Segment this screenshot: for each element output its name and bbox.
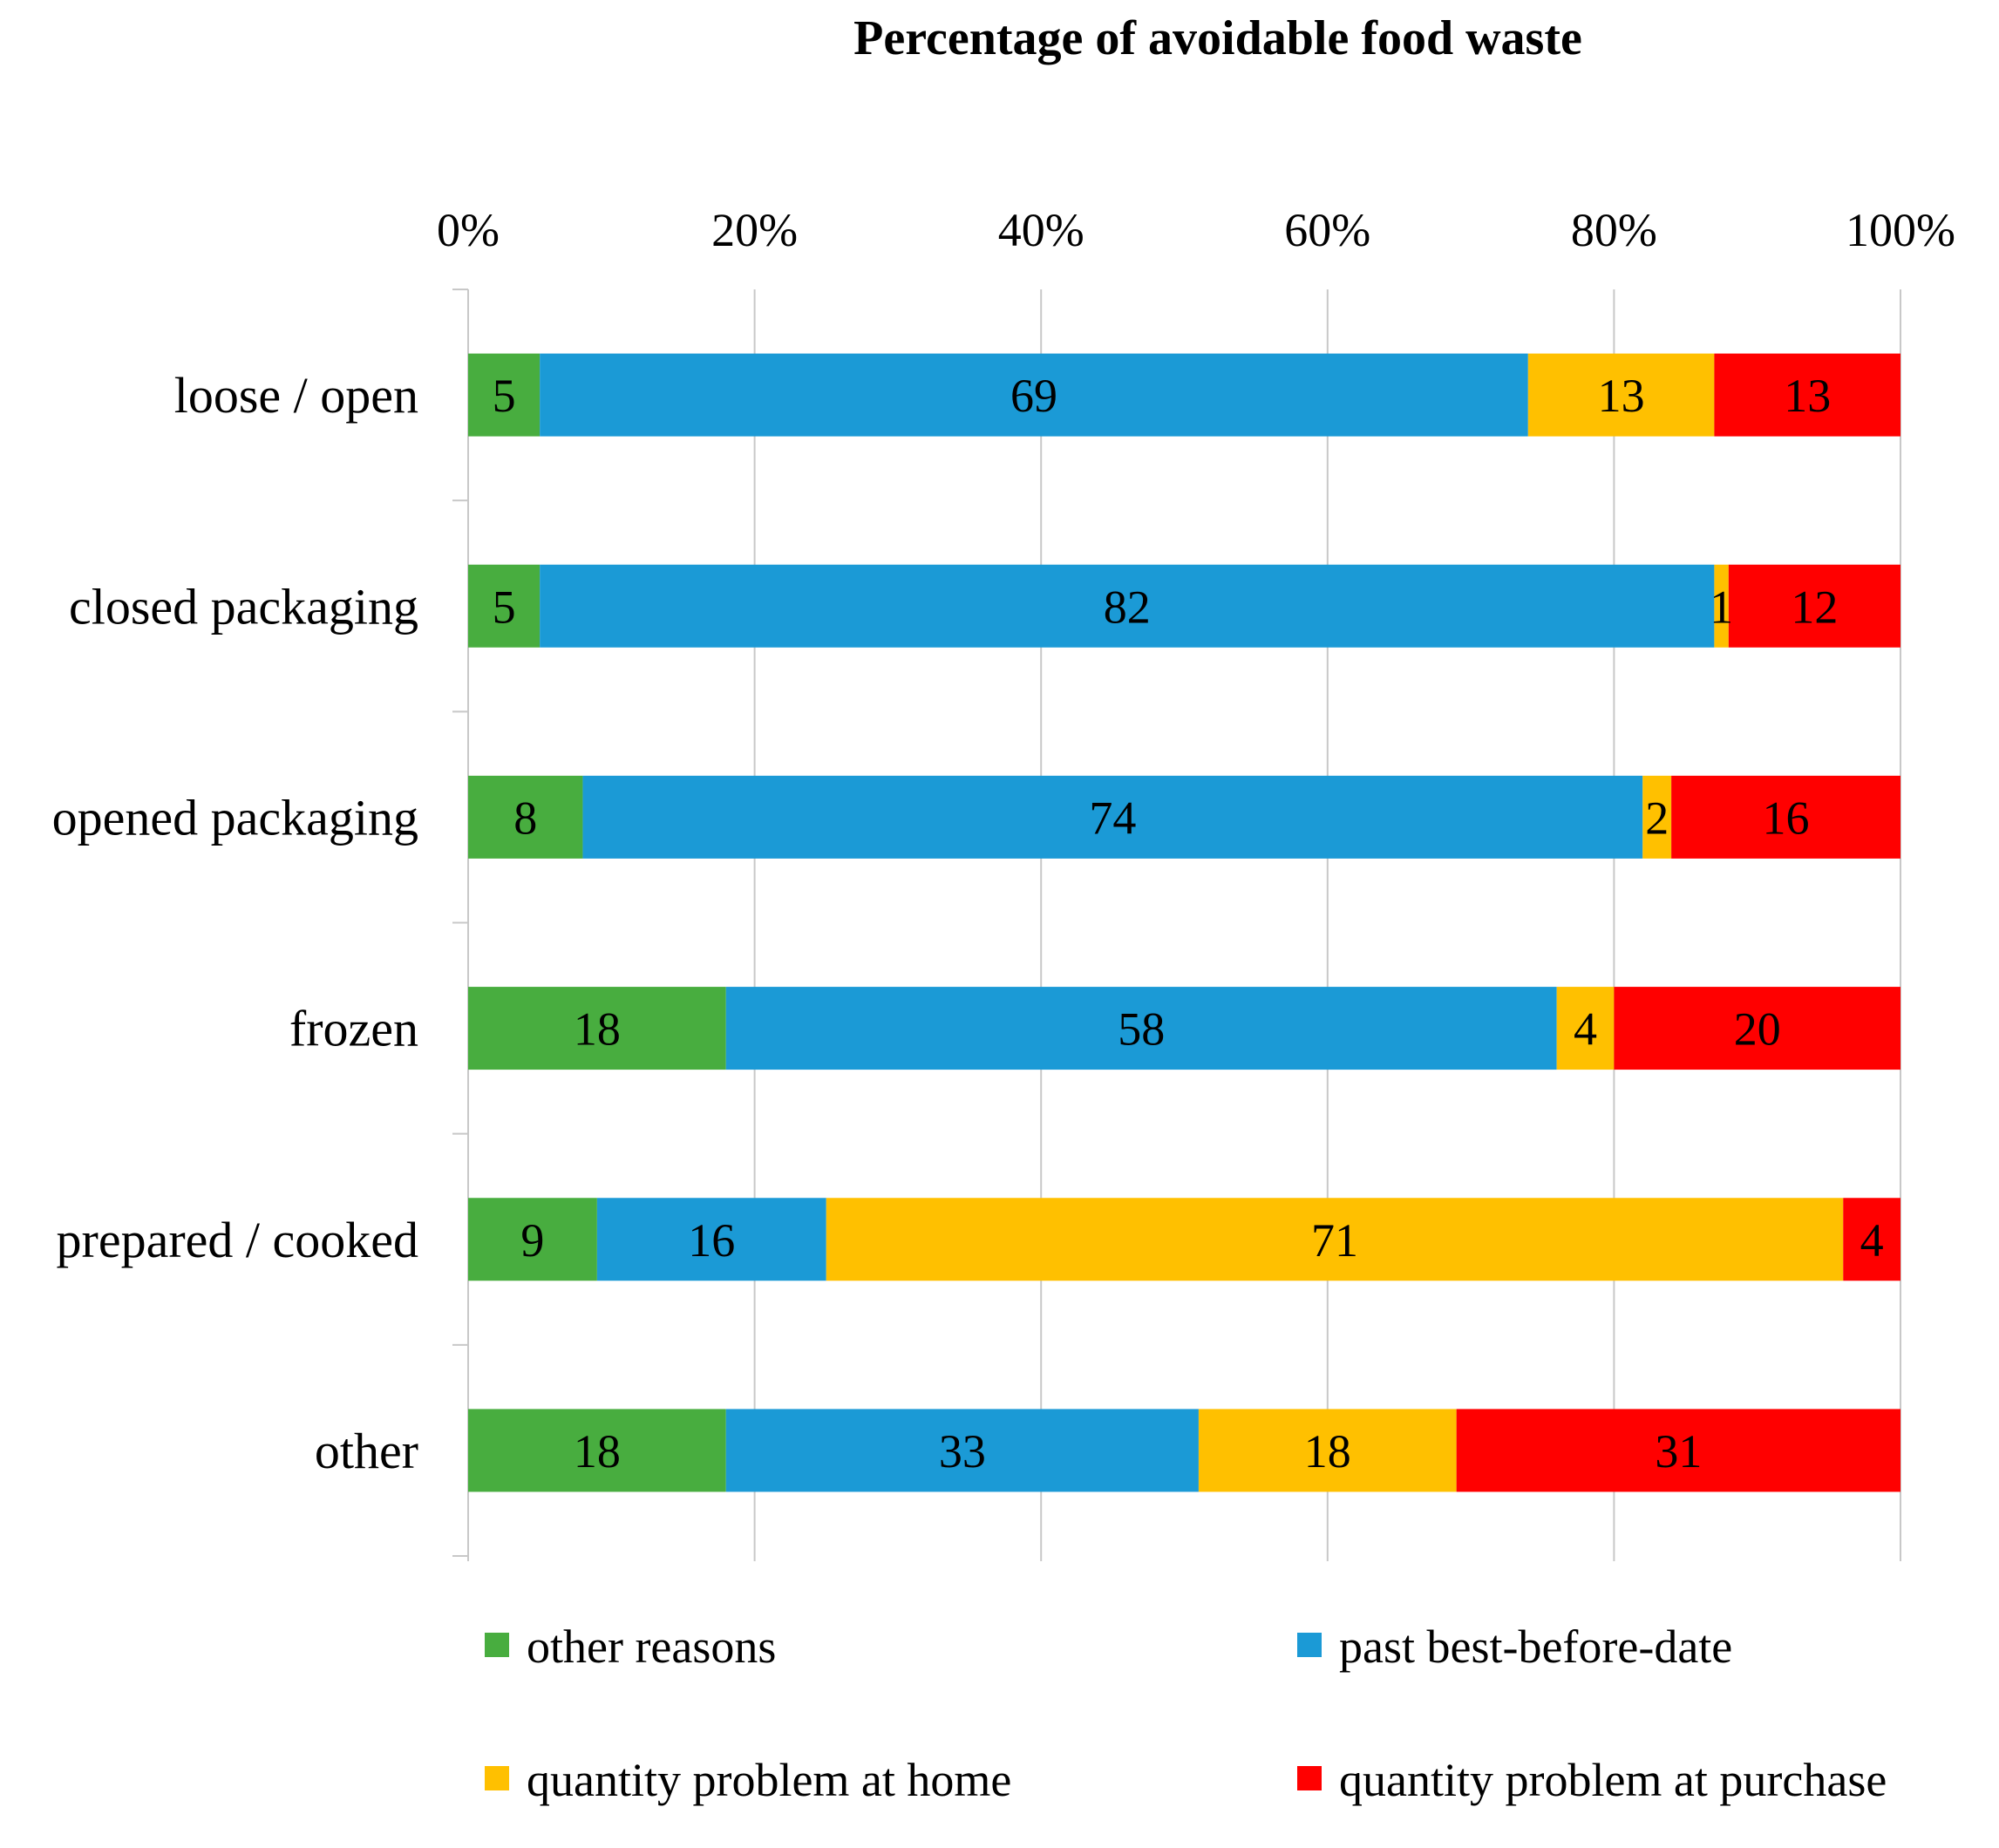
bar-segment bbox=[1556, 987, 1615, 1070]
data-label: 2 bbox=[1645, 792, 1669, 844]
bar-segment bbox=[1642, 775, 1672, 859]
bar-segment bbox=[725, 1409, 1199, 1492]
bar-segment bbox=[596, 1198, 826, 1281]
category-label: loose / open bbox=[174, 367, 418, 424]
data-label: 16 bbox=[688, 1214, 735, 1267]
chart-title: Percentage of avoidable food waste bbox=[853, 11, 1582, 65]
data-label: 20 bbox=[1734, 1003, 1781, 1056]
data-label: 71 bbox=[1311, 1214, 1358, 1267]
legend-item: past best-before-date bbox=[1297, 1620, 1732, 1673]
data-label: 5 bbox=[493, 581, 516, 633]
bar-segment bbox=[468, 987, 726, 1070]
legend-label: quantity problem at home bbox=[527, 1754, 1011, 1806]
bar-segment bbox=[1671, 775, 1900, 859]
legend-swatch bbox=[485, 1633, 509, 1657]
legend-swatch bbox=[1297, 1766, 1322, 1790]
legend-item: quantity problem at home bbox=[485, 1754, 1011, 1806]
data-label: 33 bbox=[939, 1425, 986, 1478]
data-label: 31 bbox=[1655, 1425, 1702, 1478]
data-label: 18 bbox=[574, 1425, 621, 1478]
x-tick-label: 40% bbox=[998, 204, 1084, 256]
bar-segment bbox=[468, 564, 541, 648]
data-label: 82 bbox=[1104, 581, 1151, 633]
x-axis-ticks: 0% 20% 40% 60% 80% 100% bbox=[437, 204, 1955, 256]
data-label: 4 bbox=[1574, 1003, 1597, 1056]
x-tick-label: 80% bbox=[1571, 204, 1657, 256]
bar-segment bbox=[540, 353, 1528, 437]
x-tick-label: 20% bbox=[711, 204, 798, 256]
data-label: 13 bbox=[1784, 370, 1831, 422]
legend-item: quantity problem at purchase bbox=[1297, 1754, 1887, 1806]
data-label: 5 bbox=[493, 370, 516, 422]
bars bbox=[468, 353, 1900, 1492]
data-label: 18 bbox=[1304, 1425, 1351, 1478]
y-axis-categories: loose / open closed packaging opened packa… bbox=[52, 367, 418, 1479]
bar-segment bbox=[1714, 353, 1900, 437]
x-tick-label: 100% bbox=[1846, 204, 1955, 256]
legend: other reasons past best-before-date quanti… bbox=[485, 1620, 1887, 1806]
bar-segment bbox=[1843, 1198, 1900, 1281]
data-label: 69 bbox=[1010, 370, 1057, 422]
x-tick-label: 60% bbox=[1284, 204, 1370, 256]
category-label: other bbox=[315, 1423, 418, 1479]
data-label: 58 bbox=[1118, 1003, 1165, 1056]
bar-segment bbox=[468, 1198, 597, 1281]
data-label: 18 bbox=[574, 1003, 621, 1056]
legend-label: quantity problem at purchase bbox=[1339, 1754, 1887, 1806]
bar-segment bbox=[725, 987, 1557, 1070]
data-label: 4 bbox=[1860, 1214, 1884, 1267]
bar-segment bbox=[1527, 353, 1715, 437]
legend-swatch bbox=[485, 1766, 509, 1790]
bar-segment bbox=[1456, 1409, 1900, 1492]
bar-segment bbox=[468, 1409, 726, 1492]
bar-segment bbox=[540, 564, 1715, 648]
legend-swatch bbox=[1297, 1633, 1322, 1657]
x-tick-label: 0% bbox=[437, 204, 500, 256]
bar-segment bbox=[1614, 987, 1900, 1070]
bar-segment bbox=[1714, 564, 1729, 648]
data-label: 8 bbox=[513, 792, 537, 844]
data-labels: 5 69 13 13 5 82 1 12 8 74 2 16 18 58 4 20 9 16 71 4 18 33 18 31 bbox=[493, 370, 1884, 1478]
data-label: 9 bbox=[520, 1214, 544, 1267]
bar-segment bbox=[468, 775, 583, 859]
bar-segment bbox=[826, 1198, 1844, 1281]
category-label: opened packaging bbox=[52, 789, 418, 846]
data-label: 74 bbox=[1089, 792, 1136, 844]
data-label: 16 bbox=[1763, 792, 1810, 844]
bar-segment bbox=[582, 775, 1643, 859]
bar-segment bbox=[1728, 564, 1900, 648]
legend-item: other reasons bbox=[485, 1620, 776, 1673]
legend-label: other reasons bbox=[527, 1620, 776, 1673]
category-label: closed packaging bbox=[69, 578, 418, 635]
bar-segment bbox=[1198, 1409, 1457, 1492]
data-label: 13 bbox=[1598, 370, 1645, 422]
bar-segment bbox=[468, 353, 541, 437]
category-label: frozen bbox=[289, 1001, 418, 1057]
data-label: 12 bbox=[1791, 581, 1838, 633]
legend-label: past best-before-date bbox=[1339, 1620, 1732, 1673]
data-label: 1 bbox=[1710, 581, 1733, 633]
gridlines bbox=[452, 289, 1901, 1561]
category-label: prepared / cooked bbox=[57, 1212, 418, 1268]
